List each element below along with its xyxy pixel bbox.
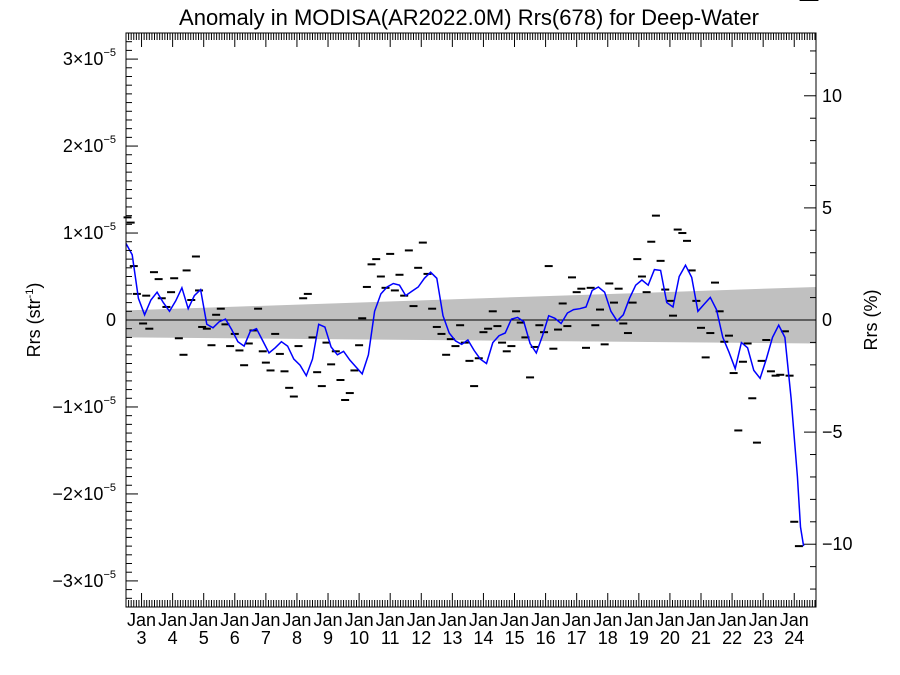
y-axis-right-label: Rrs (%) — [861, 290, 881, 351]
x-tick-label-month: Jan — [749, 610, 778, 630]
smooth-series-line — [125, 243, 805, 547]
x-tick-label-month: Jan — [438, 610, 467, 630]
x-tick-label-year: 20 — [660, 628, 680, 648]
y-right-tick-label: 5 — [822, 198, 832, 218]
x-tick-label-year: 7 — [261, 628, 271, 648]
x-tick-label-month: Jan — [376, 610, 405, 630]
y-left-tick-label: 1×10−5 — [63, 221, 116, 243]
chart-title: Anomaly in MODISA(AR2022.0M) Rrs(678) fo… — [179, 5, 759, 30]
y-left-tick-label: 2×10−5 — [63, 134, 116, 156]
y-left-tick-label: 0 — [106, 310, 116, 330]
y-left-tick-label: −1×10−5 — [52, 395, 116, 417]
x-tick-label-month: Jan — [314, 610, 343, 630]
axes: 3×10−5 2×10−5 1×10−5 0 −1×10−5 −2×10−5 −3×10−5… — [52, 32, 853, 648]
x-tick-label-year: 16 — [536, 628, 556, 648]
x-tick-label-month: Jan — [282, 610, 311, 630]
y-left-tick-label: 3×10−5 — [63, 47, 116, 69]
x-tick-label-year: 17 — [567, 628, 587, 648]
x-tick-label-month: Jan — [220, 610, 249, 630]
x-tick-label-year: 10 — [349, 628, 369, 648]
x-tick-label-month: Jan — [345, 610, 374, 630]
x-tick-label-year: 23 — [753, 628, 773, 648]
x-tick-label-year: 24 — [784, 628, 804, 648]
x-tick-label-year: 6 — [230, 628, 240, 648]
y-axis-left-label: Rrs (str-1) — [24, 283, 44, 358]
uncertainty-band — [126, 286, 816, 344]
x-tick-label-year: 13 — [442, 628, 462, 648]
x-tick-label-year: 12 — [411, 628, 431, 648]
x-tick-label-month: Jan — [655, 610, 684, 630]
x-tick-label-month: Jan — [780, 610, 809, 630]
x-tick-label-year: 22 — [722, 628, 742, 648]
plot-area — [123, 0, 819, 548]
x-tick-label-month: Jan — [251, 610, 280, 630]
x-tick-label-month: Jan — [158, 610, 187, 630]
x-tick-label-month: Jan — [593, 610, 622, 630]
y-left-tick-label: −2×10−5 — [52, 482, 116, 504]
x-tick-label-year: 15 — [504, 628, 524, 648]
x-tick-label-year: 21 — [691, 628, 711, 648]
x-tick-label-year: 3 — [137, 628, 147, 648]
x-tick-label-month: Jan — [624, 610, 653, 630]
x-tick-label-year: 18 — [598, 628, 618, 648]
x-tick-label-month: Jan — [469, 610, 498, 630]
x-tick-label-year: 8 — [292, 628, 302, 648]
y-left-tick-label: −3×10−5 — [52, 569, 116, 591]
x-tick-label-month: Jan — [407, 610, 436, 630]
y-right-tick-label: −10 — [822, 534, 853, 554]
x-tick-label-month: Jan — [127, 610, 156, 630]
x-tick-label-month: Jan — [189, 610, 218, 630]
x-tick-label-year: 4 — [168, 628, 178, 648]
x-tick-label-year: 14 — [473, 628, 493, 648]
x-tick-label-year: 19 — [629, 628, 649, 648]
x-tick-label-month: Jan — [718, 610, 747, 630]
y-right-tick-label: 0 — [822, 310, 832, 330]
x-tick-label-month: Jan — [686, 610, 715, 630]
x-tick-label-month: Jan — [562, 610, 591, 630]
x-tick-label-year: 5 — [199, 628, 209, 648]
x-tick-label-month: Jan — [531, 610, 560, 630]
x-tick-label-year: 9 — [323, 628, 333, 648]
y-right-tick-label: 10 — [822, 86, 842, 106]
y-right-tick-label: −5 — [822, 422, 843, 442]
x-tick-label-month: Jan — [500, 610, 529, 630]
x-tick-label-year: 11 — [381, 628, 400, 648]
